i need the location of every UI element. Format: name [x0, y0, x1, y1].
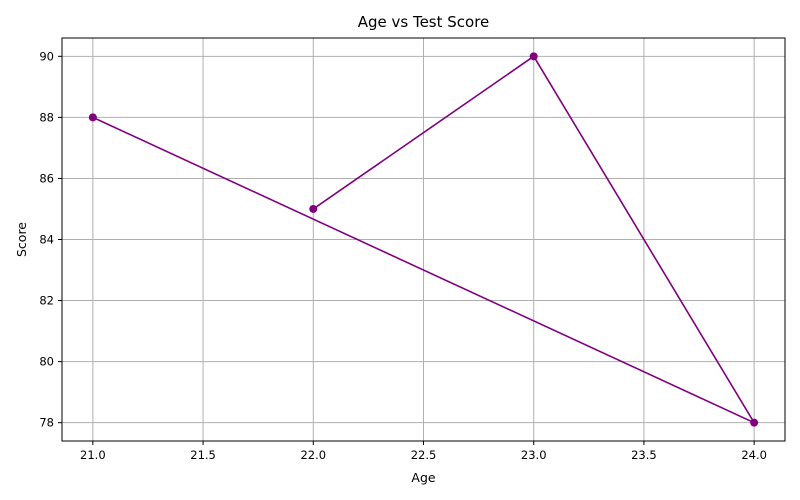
- x-tick-label: 23.5: [631, 448, 657, 462]
- y-tick-label: 84: [39, 233, 54, 247]
- y-axis-ticks: 78 80 82 84 86 88 90: [39, 49, 62, 430]
- data-point: [529, 52, 538, 61]
- x-tick-label: 22.0: [300, 448, 326, 462]
- y-tick-label: 86: [39, 171, 54, 185]
- chart-title: Age vs Test Score: [358, 13, 490, 31]
- x-axis-label: Age: [411, 470, 435, 485]
- y-tick-label: 90: [39, 49, 54, 63]
- y-axis-label: Score: [14, 222, 29, 257]
- x-axis-ticks: 21.0 21.5 22.0 22.5 23.0 23.5 24.0: [80, 441, 767, 462]
- x-tick-label: 21.0: [80, 448, 106, 462]
- data-point: [750, 418, 759, 427]
- x-tick-label: 23.0: [521, 448, 547, 462]
- y-tick-label: 78: [39, 416, 54, 430]
- y-tick-label: 88: [39, 110, 54, 124]
- x-tick-label: 24.0: [741, 448, 767, 462]
- x-tick-label: 21.5: [190, 448, 216, 462]
- y-tick-label: 82: [39, 294, 54, 308]
- data-point: [309, 204, 318, 213]
- x-tick-label: 22.5: [411, 448, 437, 462]
- data-point: [88, 113, 97, 122]
- series-line: [92, 55, 757, 425]
- series-layer: [88, 52, 759, 427]
- y-tick-label: 80: [39, 355, 54, 369]
